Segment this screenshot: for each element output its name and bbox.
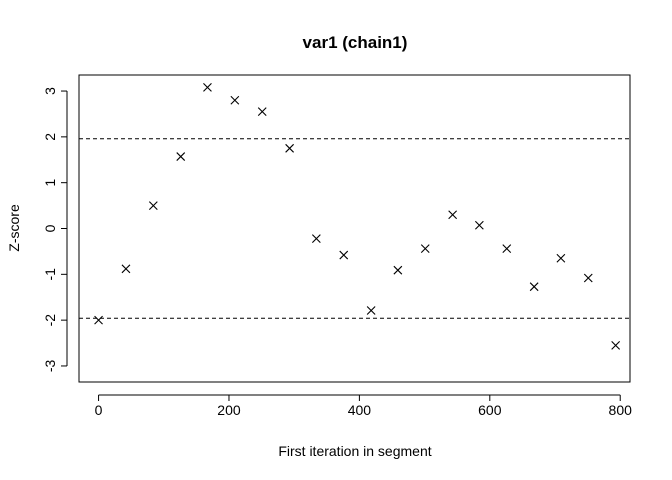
data-point bbox=[583, 273, 593, 283]
data-point bbox=[285, 143, 295, 153]
y-axis-label: Z-score bbox=[6, 204, 22, 252]
x-tick-label: 600 bbox=[478, 402, 502, 418]
data-point bbox=[121, 264, 131, 274]
data-point bbox=[311, 234, 321, 243]
data-point bbox=[148, 201, 158, 210]
x-axis: 0 200 400 600 800 bbox=[95, 394, 633, 418]
data-point bbox=[529, 282, 539, 292]
data-point bbox=[230, 95, 240, 105]
data-point bbox=[257, 107, 267, 117]
reference-lines bbox=[79, 138, 630, 319]
x-tick-label: 400 bbox=[348, 402, 372, 418]
y-tick-label: 0 bbox=[42, 224, 58, 232]
data-point bbox=[393, 265, 403, 275]
y-tick-label: 2 bbox=[42, 133, 58, 141]
plot-frame bbox=[78, 74, 631, 383]
y-axis: -3 -2 -1 0 1 2 3 bbox=[42, 87, 68, 373]
data-points bbox=[94, 82, 621, 350]
data-point bbox=[366, 306, 376, 315]
y-tick-label: -1 bbox=[42, 268, 58, 281]
data-point bbox=[339, 250, 349, 260]
data-point bbox=[611, 340, 621, 350]
y-tick-label: 1 bbox=[42, 179, 58, 187]
data-point bbox=[448, 210, 458, 220]
data-point bbox=[176, 152, 186, 161]
y-tick-label: 3 bbox=[42, 87, 58, 95]
x-tick-label: 0 bbox=[95, 402, 103, 418]
data-point bbox=[474, 220, 484, 230]
data-point bbox=[94, 315, 103, 325]
x-tick-label: 200 bbox=[217, 402, 241, 418]
data-point bbox=[203, 82, 212, 92]
y-tick-label: -2 bbox=[42, 314, 58, 327]
data-point bbox=[556, 253, 566, 263]
chart-title: var1 (chain1) bbox=[303, 33, 408, 52]
y-tick-label: -3 bbox=[42, 360, 58, 373]
data-point bbox=[502, 244, 512, 254]
x-tick-label: 800 bbox=[609, 402, 633, 418]
data-point bbox=[420, 244, 430, 254]
x-axis-label: First iteration in segment bbox=[278, 443, 431, 459]
